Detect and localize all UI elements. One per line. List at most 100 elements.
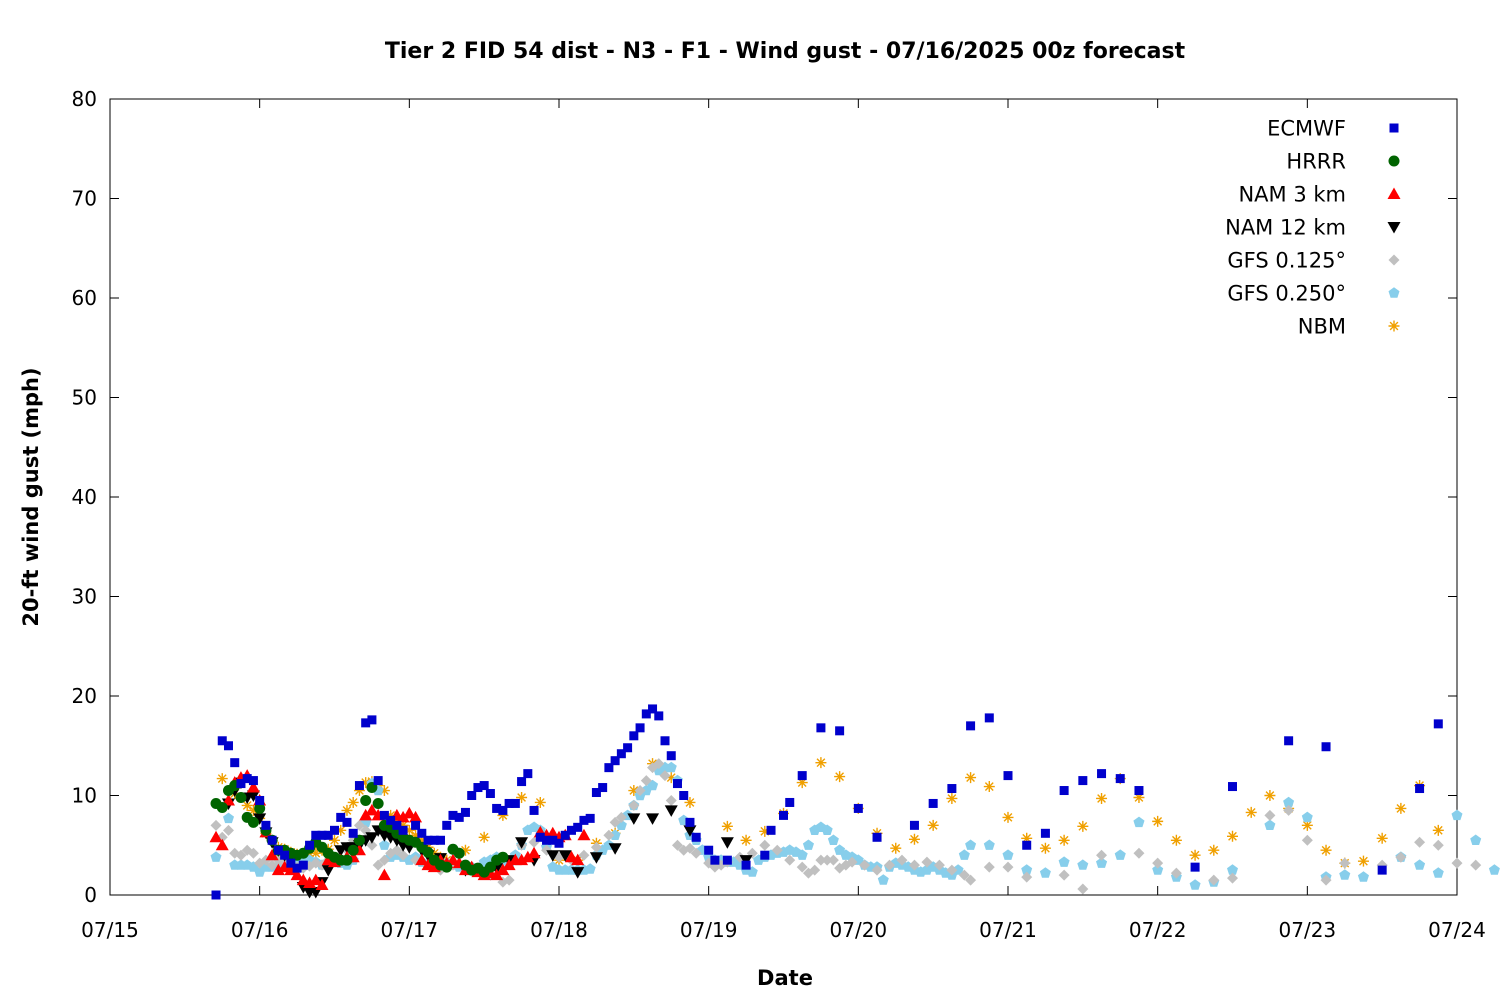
data-point xyxy=(534,796,546,808)
data-point xyxy=(704,845,714,855)
data-point xyxy=(679,791,689,800)
data-point xyxy=(310,847,322,859)
data-point xyxy=(365,832,379,844)
x-tick-label: 07/15 xyxy=(81,918,139,942)
data-point xyxy=(303,876,317,889)
legend-label: GFS 0.250° xyxy=(1227,282,1346,306)
data-point xyxy=(1284,736,1294,746)
data-point xyxy=(246,781,260,793)
data-point xyxy=(1058,834,1070,846)
data-point xyxy=(546,850,560,862)
data-point xyxy=(965,874,977,886)
data-point xyxy=(429,835,439,845)
data-point xyxy=(546,826,560,839)
data-point xyxy=(1432,824,1444,836)
data-point xyxy=(385,809,397,821)
data-point xyxy=(515,837,529,849)
data-point xyxy=(323,830,333,840)
data-point xyxy=(353,819,365,831)
legend-marker xyxy=(1387,222,1401,234)
data-point xyxy=(378,839,390,850)
x-tick-label: 07/19 xyxy=(680,918,738,942)
data-point xyxy=(1357,855,1369,867)
data-point xyxy=(1301,834,1313,846)
data-point xyxy=(665,794,677,806)
data-point xyxy=(1264,819,1276,830)
data-point xyxy=(1283,804,1295,816)
data-point xyxy=(853,803,863,813)
data-point xyxy=(721,820,733,832)
chart-title: Tier 2 FID 54 dist - N3 - F1 - Wind gust… xyxy=(385,39,1186,64)
x-tick-label: 07/24 xyxy=(1428,918,1486,942)
data-point xyxy=(1189,849,1201,861)
data-point xyxy=(609,829,621,840)
data-point xyxy=(604,763,614,773)
data-point xyxy=(305,840,315,850)
data-point xyxy=(215,838,229,851)
data-point xyxy=(378,854,390,866)
data-point xyxy=(329,834,340,846)
data-point xyxy=(834,771,846,783)
data-point xyxy=(821,824,833,835)
data-point xyxy=(247,816,259,828)
data-point xyxy=(415,853,429,866)
legend-marker xyxy=(1387,187,1401,199)
data-point xyxy=(265,848,279,861)
data-point xyxy=(460,807,470,817)
data-point xyxy=(535,832,545,842)
data-point xyxy=(653,758,665,770)
data-point xyxy=(1002,861,1014,873)
data-point xyxy=(247,847,259,859)
data-point xyxy=(946,864,958,876)
data-point xyxy=(815,854,827,866)
data-point xyxy=(1414,859,1426,870)
data-point xyxy=(459,844,471,856)
data-point xyxy=(1301,819,1313,831)
data-point xyxy=(610,756,620,766)
data-point xyxy=(785,797,795,807)
data-point xyxy=(361,718,371,728)
data-point xyxy=(927,819,939,831)
data-point xyxy=(548,835,558,845)
data-point xyxy=(497,809,509,821)
data-point xyxy=(771,844,783,856)
data-point xyxy=(1133,816,1145,828)
data-point xyxy=(571,853,585,866)
data-point xyxy=(255,795,265,805)
data-point xyxy=(589,852,603,864)
data-point xyxy=(354,781,364,791)
legend-marker xyxy=(1388,155,1400,167)
data-point xyxy=(496,863,510,876)
axis-ticks: 0 10 20 30 40 50 60 70 80 07/15 07/16 07/17 07/18 07/… xyxy=(72,87,1486,942)
data-point xyxy=(286,858,296,868)
data-point xyxy=(479,781,489,791)
data-point xyxy=(397,819,409,831)
data-point xyxy=(1228,782,1237,792)
data-point xyxy=(341,804,353,816)
data-point xyxy=(796,777,808,789)
data-point xyxy=(577,828,591,841)
data-point xyxy=(690,847,702,859)
data-point xyxy=(1488,864,1500,875)
data-point xyxy=(341,854,353,866)
data-point xyxy=(210,819,222,831)
data-point xyxy=(242,774,252,784)
data-point xyxy=(672,779,682,789)
data-point xyxy=(236,779,246,789)
data-point xyxy=(759,839,771,851)
data-point xyxy=(423,835,433,845)
y-tick-label: 80 xyxy=(72,87,97,111)
data-point xyxy=(609,816,621,828)
y-axis-label: 20-ft wind gust (mph) xyxy=(19,367,43,626)
x-tick-label: 07/22 xyxy=(1129,918,1187,942)
data-point xyxy=(766,825,776,835)
data-point xyxy=(578,849,590,861)
data-point xyxy=(1078,776,1088,786)
data-point xyxy=(691,832,701,842)
data-point xyxy=(1470,859,1482,871)
data-point xyxy=(890,842,902,854)
y-tick-label: 20 xyxy=(72,684,97,708)
data-point xyxy=(410,829,422,841)
data-point xyxy=(417,828,427,838)
data-point xyxy=(1320,844,1332,856)
